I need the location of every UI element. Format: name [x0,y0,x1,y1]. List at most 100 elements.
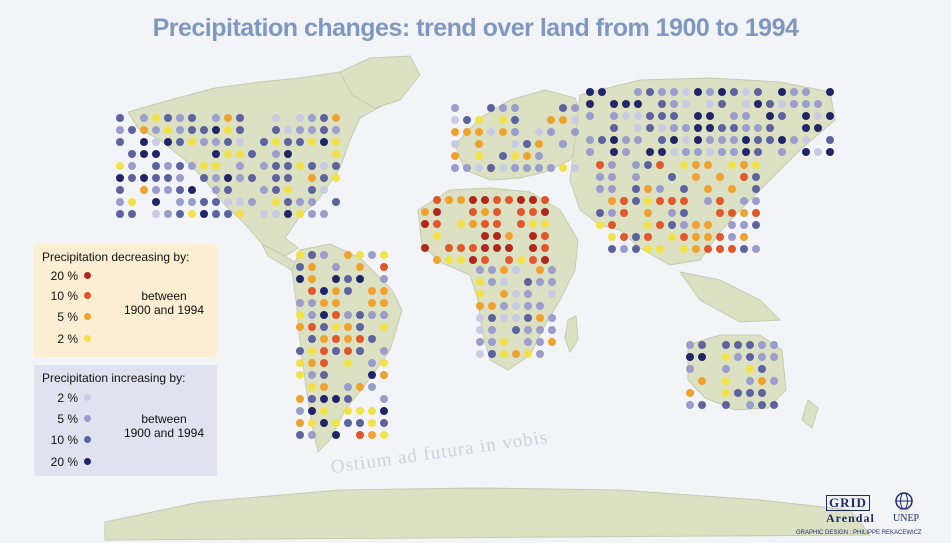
precip-dot [344,383,352,391]
precip-dot [332,347,340,355]
precip-dot [356,419,364,427]
precip-dot [752,245,760,253]
precip-dot [682,148,690,156]
precip-dot [296,311,304,319]
precip-dot [368,335,376,343]
precip-dot [686,341,694,349]
precip-dot [356,335,364,343]
precip-dot [164,126,172,134]
precip-dot [481,256,489,264]
precip-dot [260,186,268,194]
precip-dot [541,208,549,216]
precip-dot [296,299,304,307]
precip-dot [517,220,525,228]
precip-dot [634,124,642,132]
design-credit: GRAPHIC DESIGN : PHILIPPE REKACEWICZ [796,530,922,536]
precip-dot [511,164,519,172]
precip-dot [308,275,316,283]
precip-dot [356,383,364,391]
legend-increase-note: between 1900 and 1994 [114,412,214,440]
precip-dot [586,136,594,144]
precip-dot [610,124,618,132]
precip-dot [116,210,124,218]
precip-dot [128,174,136,182]
precip-dot [598,88,606,96]
precip-dot [296,347,304,355]
precip-dot [758,353,766,361]
precip-dot [332,335,340,343]
precip-dot [116,162,124,170]
precip-dot [224,174,232,182]
precip-dot [730,124,738,132]
precip-dot [284,126,292,134]
precip-dot [541,256,549,264]
legend-dot [84,313,91,320]
precip-dot [632,173,640,181]
precip-dot [608,173,616,181]
precip-dot [493,220,501,228]
precip-dot [548,266,556,274]
precip-dot [200,126,208,134]
precip-dot [682,124,690,132]
precip-dot [380,251,388,259]
precip-dot [644,221,652,229]
precip-dot [236,210,244,218]
precip-dot [658,100,666,108]
precip-dot [469,244,477,252]
precip-dot [116,126,124,134]
precip-dot [308,323,316,331]
precip-dot [571,164,579,172]
precip-dot [224,198,232,206]
precip-dot [140,138,148,146]
precip-dot [722,341,730,349]
precip-dot [746,377,754,385]
precip-dot [308,186,316,194]
precip-dot [128,210,136,218]
precip-dot [598,136,606,144]
precip-dot [344,419,352,427]
precip-dot [296,138,304,146]
precip-dot [770,341,778,349]
precip-dot [722,401,730,409]
precip-dot [457,256,465,264]
precip-dot [188,210,196,218]
precip-dot [475,164,483,172]
precip-dot [116,174,124,182]
precip-dot [308,263,316,271]
precip-dot [644,197,652,205]
precip-dot [770,377,778,385]
precip-dot [716,197,724,205]
precip-dot [152,126,160,134]
precip-dot [656,185,664,193]
precip-dot [344,395,352,403]
precip-dot [826,88,834,96]
precip-dot [746,341,754,349]
precip-dot [596,161,604,169]
precip-dot [368,359,376,367]
precip-dot [380,407,388,415]
precip-dot [476,314,484,322]
unep-text: UNEP [893,513,920,524]
precip-dot [320,371,328,379]
precip-dot [284,162,292,170]
precip-dot [622,112,630,120]
precip-dot [814,124,822,132]
precip-dot [212,210,220,218]
precip-dot [164,210,172,218]
precip-dot [790,100,798,108]
precip-dot [320,419,328,427]
precip-dot [766,112,774,120]
precip-dot [517,208,525,216]
precip-dot [523,140,531,148]
precip-dot [622,148,630,156]
precip-dot [212,126,220,134]
precip-dot [608,197,616,205]
precip-dot [694,136,702,144]
precip-dot [344,275,352,283]
precip-dot [644,233,652,241]
precip-dot [308,335,316,343]
precip-dot [686,401,694,409]
precip-dot [176,210,184,218]
precip-dot [320,311,328,319]
